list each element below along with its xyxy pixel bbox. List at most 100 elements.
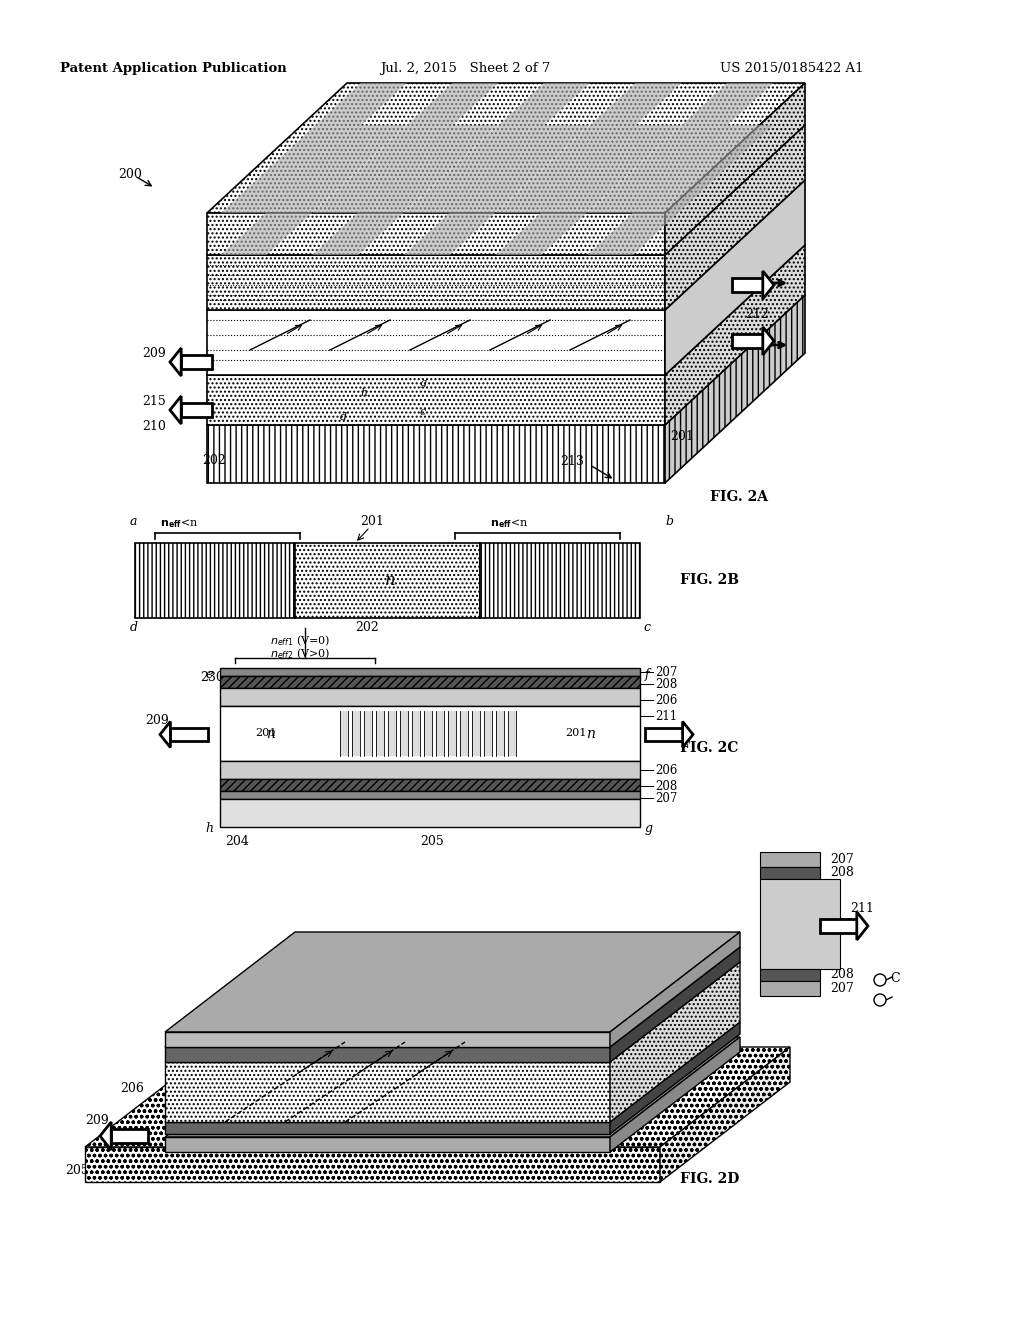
Bar [484,711,492,756]
Polygon shape [665,180,805,375]
Bar [760,969,820,981]
Bar [645,729,683,741]
Circle shape [874,994,886,1006]
Bar [364,711,372,756]
Bar [424,711,432,756]
Polygon shape [165,1022,740,1122]
Text: 213: 213 [560,455,584,469]
Polygon shape [170,348,181,376]
Polygon shape [610,946,740,1063]
Text: 201: 201 [368,195,392,209]
Text: 230: 230 [200,671,224,684]
Text: 201: 201 [255,729,276,738]
Bar [220,668,640,676]
Text: c: c [643,620,650,634]
Bar [449,711,456,756]
Polygon shape [610,1038,740,1152]
Text: d: d [130,620,138,634]
Text: d: d [340,412,347,422]
Text: 207: 207 [655,792,677,804]
Text: $\mathbf{n_{eff}}$<n: $\mathbf{n_{eff}}$<n [490,517,528,529]
Text: $n_{eff2}$ (V>0): $n_{eff2}$ (V>0) [269,645,330,660]
Text: 214: 214 [460,193,484,206]
Bar [170,729,208,741]
Text: h: h [360,388,368,399]
Text: n: n [586,726,595,741]
Polygon shape [165,932,740,1032]
Polygon shape [683,722,693,747]
Bar [135,543,295,618]
Text: 210: 210 [142,420,166,433]
Text: 206: 206 [830,917,854,931]
Polygon shape [207,213,665,255]
Polygon shape [665,246,805,425]
Text: f: f [580,327,584,337]
Text: 205: 205 [420,836,443,847]
Bar [400,711,408,756]
Polygon shape [610,962,740,1122]
Bar [220,688,640,706]
Polygon shape [665,83,805,255]
Polygon shape [763,271,774,300]
Polygon shape [207,425,665,483]
Polygon shape [207,375,665,425]
Text: 205: 205 [65,1164,89,1177]
Text: 211: 211 [655,710,677,722]
Text: 207: 207 [120,1142,143,1155]
Bar [388,711,396,756]
Polygon shape [165,1122,610,1134]
Text: g: g [420,378,427,388]
Text: 207: 207 [830,853,854,866]
Bar [112,1129,148,1143]
Polygon shape [170,396,181,424]
Polygon shape [665,125,805,310]
Polygon shape [165,1032,610,1047]
Text: FIG. 2C: FIG. 2C [680,741,738,755]
Polygon shape [165,1137,610,1152]
Polygon shape [496,125,681,255]
Bar [352,711,360,756]
Text: 201: 201 [360,515,384,528]
Bar [220,706,640,762]
Bar [181,403,212,417]
Polygon shape [207,294,805,425]
Bar [220,779,640,791]
Polygon shape [207,255,665,310]
Text: 215: 215 [142,395,166,408]
Bar [412,711,420,756]
Polygon shape [312,83,498,213]
Text: $n_{eff1}$ (V=0): $n_{eff1}$ (V=0) [269,634,330,648]
Polygon shape [100,1122,112,1150]
Text: 200: 200 [118,168,142,181]
Text: 212: 212 [745,308,769,321]
Text: 203: 203 [570,290,594,304]
Polygon shape [207,246,805,375]
Polygon shape [660,1047,790,1181]
Text: g: g [645,822,653,836]
Text: Jul. 2, 2015   Sheet 2 of 7: Jul. 2, 2015 Sheet 2 of 7 [380,62,550,75]
Circle shape [874,974,886,986]
Text: 204: 204 [585,210,609,223]
Text: 202: 202 [202,454,225,467]
Bar [376,711,384,756]
Text: 209: 209 [85,1114,109,1127]
Polygon shape [85,1047,790,1147]
Text: n: n [265,726,274,741]
Bar [820,919,857,933]
Text: 206: 206 [120,1082,144,1096]
Bar [760,851,820,867]
Text: 207: 207 [830,982,854,995]
Text: f: f [645,668,649,681]
Bar [340,711,348,756]
Polygon shape [496,83,681,213]
Text: 202: 202 [355,620,379,634]
Bar [508,711,516,756]
Polygon shape [207,125,805,255]
Bar [732,279,763,292]
Text: Patent Application Publication: Patent Application Publication [60,62,287,75]
Polygon shape [587,125,773,255]
Bar [436,711,444,756]
Polygon shape [165,946,740,1047]
Text: FIG. 2B: FIG. 2B [680,573,739,587]
Polygon shape [207,83,805,213]
